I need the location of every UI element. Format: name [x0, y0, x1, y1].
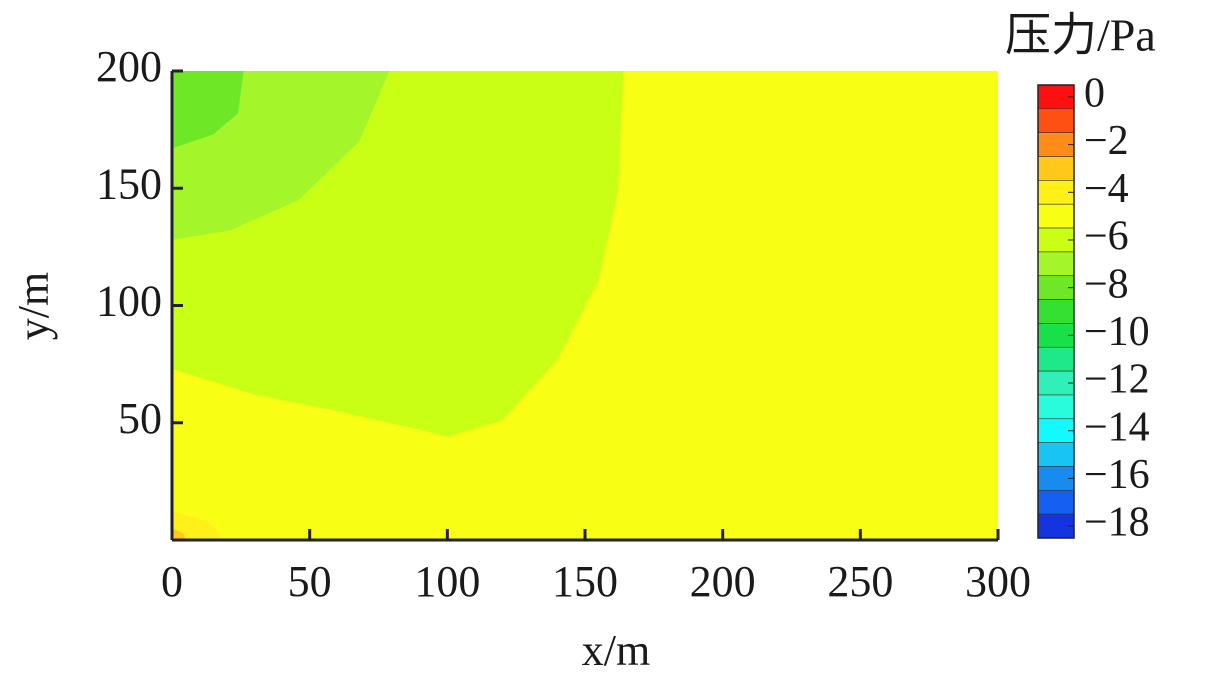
colorbar-band: [1037, 203, 1075, 229]
colorbar-tick-label: −10: [1084, 309, 1150, 355]
y-axis-label: y/m: [9, 272, 58, 340]
colorbar-tick-label: −2: [1084, 118, 1129, 164]
x-tick-label: 300: [965, 557, 1031, 606]
colorbar-band: [1037, 108, 1075, 133]
x-tick-label: 250: [827, 557, 893, 606]
colorbar-tick-label: 0: [1084, 71, 1105, 117]
x-tick-label: 200: [690, 557, 756, 606]
x-tick-label: 0: [161, 557, 183, 606]
colorbar-frame: [1037, 84, 1075, 539]
colorbar-tick-label: −18: [1084, 500, 1150, 546]
colorbar-band: [1037, 442, 1075, 467]
x-axis-label: x/m: [582, 626, 650, 675]
y-tick-label: 50: [118, 394, 162, 443]
colorbar-tick-label: −4: [1084, 166, 1129, 212]
contour-region: [172, 528, 186, 540]
colorbar-tick-label: −14: [1084, 404, 1150, 450]
contour-region: [172, 511, 222, 540]
x-tick-label: 100: [414, 557, 480, 606]
y-tick-label: 200: [96, 42, 162, 91]
colorbar-band: [1037, 299, 1075, 324]
colorbar-band: [1037, 346, 1075, 372]
colorbar-band: [1037, 394, 1075, 420]
colorbar-tick-label: −16: [1084, 452, 1150, 498]
contour-region: [172, 71, 244, 149]
y-tick-label: 100: [96, 277, 162, 326]
y-tick-label: 150: [96, 159, 162, 208]
colorbar-band: [1037, 490, 1075, 515]
colorbar-title: 压力/Pa: [1005, 10, 1156, 61]
x-tick-label: 150: [552, 557, 618, 606]
colorbar-band: [1037, 251, 1075, 277]
colorbar-tick-label: −6: [1084, 214, 1129, 260]
colorbar-band: [1037, 156, 1075, 181]
x-tick-label: 50: [288, 557, 332, 606]
colorbar-tick-label: −8: [1084, 261, 1129, 307]
colorbar-tick-label: −12: [1084, 357, 1150, 403]
